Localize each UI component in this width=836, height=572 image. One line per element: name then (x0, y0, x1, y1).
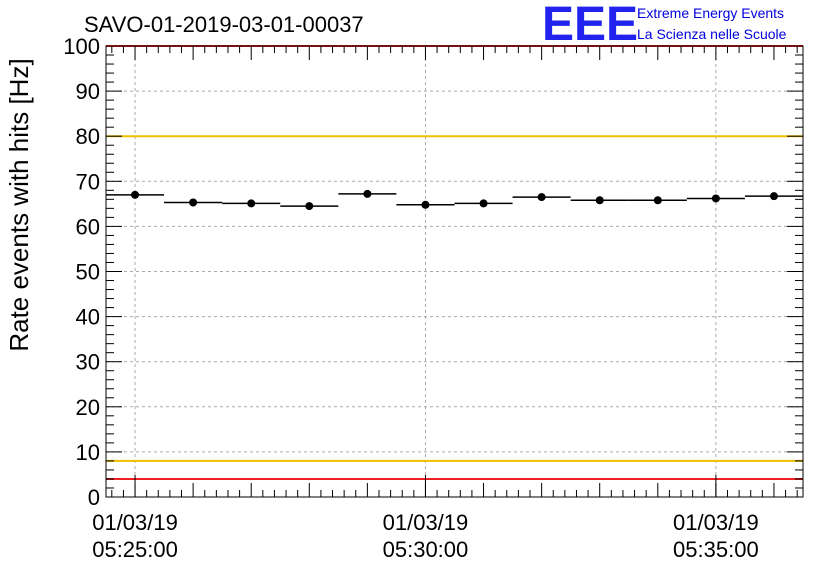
y-tick-label: 40 (76, 305, 100, 330)
data-point-1 (164, 198, 223, 207)
data-point-5 (396, 200, 455, 209)
data-marker (653, 196, 662, 205)
data-point-0 (106, 190, 165, 199)
chart-title: SAVO-01-2019-03-01-00037 (84, 12, 364, 37)
y-tick-label: 30 (76, 350, 100, 375)
data-point-6 (454, 199, 513, 208)
y-tick-label: 10 (76, 440, 100, 465)
y-tick-label: 0 (88, 485, 100, 510)
logo-line-1: Extreme Energy Events (637, 5, 784, 21)
y-axis-label: Rate events with hits [Hz] (4, 58, 34, 351)
eee-logo-mark: EEE (542, 0, 638, 51)
data-marker (247, 199, 256, 208)
x-tick-time: 05:25:00 (92, 537, 178, 562)
x-tick-date: 01/03/19 (383, 510, 469, 535)
y-tick-label: 20 (76, 395, 100, 420)
data-marker (421, 200, 430, 209)
y-tick-label: 70 (76, 169, 100, 194)
grid-lines (106, 46, 803, 497)
data-point-8 (570, 196, 629, 205)
reference-lines (106, 45, 803, 480)
y-tick-label: 50 (76, 260, 100, 285)
eee-logo: EEE Extreme Energy Events La Scienza nel… (542, 0, 787, 51)
y-axis: 0 10 20 30 40 50 60 70 80 90 100 (63, 34, 803, 510)
data-point-3 (280, 202, 339, 211)
data-marker (595, 196, 604, 205)
data-point-11 (744, 192, 803, 201)
y-tick-label: 60 (76, 214, 100, 239)
x-axis: 01/03/1905:25:0001/03/1905:30:0001/03/19… (92, 46, 798, 562)
data-marker (363, 189, 372, 198)
logo-line-2: La Scienza nelle Scuole (637, 26, 787, 42)
y-tick-label: 100 (63, 34, 100, 59)
data-point-7 (512, 193, 571, 202)
data-marker (537, 193, 546, 202)
y-tick-label: 80 (76, 124, 100, 149)
data-marker (189, 198, 198, 207)
x-tick-date: 01/03/19 (673, 510, 759, 535)
x-tick-time: 05:35:00 (673, 537, 759, 562)
data-marker (479, 199, 488, 208)
data-point-9 (628, 196, 687, 205)
data-marker (131, 190, 140, 199)
x-tick-date: 01/03/19 (92, 510, 178, 535)
data-points (106, 189, 803, 211)
data-marker (305, 202, 314, 211)
data-marker (769, 192, 778, 201)
x-tick-time: 05:30:00 (383, 537, 469, 562)
data-point-2 (222, 199, 281, 208)
y-tick-label: 90 (76, 79, 100, 104)
data-marker (711, 194, 720, 203)
data-point-4 (338, 189, 397, 198)
data-point-10 (686, 194, 745, 203)
